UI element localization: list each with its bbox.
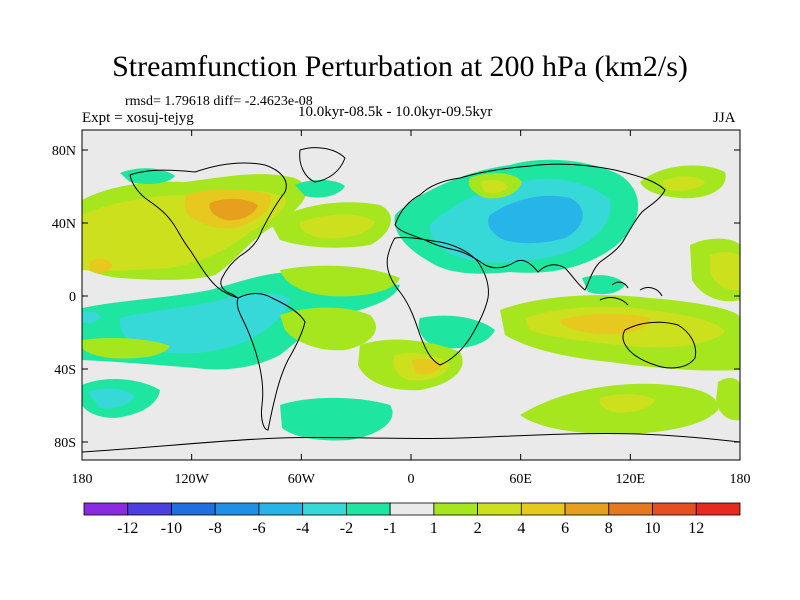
contour-region-positive [716,378,740,421]
colorbar-swatch [389,502,435,516]
colorbar-label: 1 [430,520,438,537]
colorbar-swatch [608,502,653,516]
contour-region-positive [90,258,112,274]
contour-region-positive [280,265,400,297]
colorbar-swatch [171,502,216,516]
colorbar-label: 4 [517,520,525,537]
coastline-africa [386,237,489,366]
colorbar-label: -8 [209,520,222,537]
contour-region-negative [418,315,495,349]
lon-tick-label: 180 [72,472,93,487]
contour-region-positive [209,198,258,221]
colorbar-swatch [564,502,610,516]
colorbar-label: 12 [688,520,704,537]
contour-region-negative [88,388,135,409]
colorbar-label: -1 [383,520,396,537]
colorbar-swatch [652,502,697,516]
chart-title: Streamfunction Perturbation at 200 hPa (… [112,50,688,83]
lat-tick-label: 40S [54,363,76,378]
contour-region-positive [82,338,170,359]
colorbar-label: -2 [340,520,353,537]
contour-region-negative [120,168,175,184]
colorbar-swatch [520,502,566,516]
coastline-maritime-asia [599,281,663,306]
colorbar-swatch [127,502,172,516]
contour-region-negative [480,179,508,194]
experiment-label: Expt = xosuj-tejyg [82,110,194,126]
lon-tick-label: 120E [616,472,646,487]
contour-region-positive [710,252,740,291]
colorbar-label: -6 [252,520,265,537]
lat-tick-label: 0 [69,290,76,305]
contour-region-negative [295,179,345,198]
colorbar-swatch [695,502,741,516]
longitude-ticks: 180 120W 60W 0 60E 120E 180 [72,130,751,487]
lat-tick-label: 40N [52,217,76,232]
lat-tick-label: 80N [52,144,76,159]
colorbar-label: -4 [296,520,309,537]
colorbar-label: -12 [117,520,138,537]
contour-region-positive [299,214,375,239]
colorbar-swatch [83,502,129,516]
contour-region-positive [700,340,740,363]
contour-region-positive [412,358,440,375]
colorbar-swatch [258,502,304,516]
contour-fill-layer [82,159,740,441]
lat-tick-label: 80S [54,436,76,451]
contour-region-positive [280,307,376,351]
contour-region-positive [660,176,705,191]
period-label: 10.0kyr-08.5k - 10.0kyr-09.5kyr [298,104,493,120]
colorbar-swatch [302,502,347,516]
coastline-australia [622,321,697,369]
lon-tick-label: 60W [288,472,316,487]
contour-region-negative [488,195,583,244]
rmsd-diff-stats: rmsd= 1.79618 diff= -2.4623e-08 [125,94,313,109]
contour-region-negative [119,292,290,354]
coastline-europe-asia [394,163,666,291]
contour-region-negative [280,397,393,441]
contour-region-negative [82,311,100,324]
colorbar-swatch [345,502,391,516]
colorbar-label: 6 [561,520,569,537]
lon-tick-label: 180 [730,472,751,487]
colorbar-label: 2 [474,520,482,537]
coastlines [82,147,740,453]
colorbar-label: -10 [161,520,182,537]
contour-region-negative [582,275,625,295]
colorbar-swatch [433,502,479,516]
colorbar-label: 10 [645,520,661,537]
colorbar: -12 -10 -8 -6 -4 -2 -1 1 2 4 6 8 10 12 [83,502,741,537]
lon-tick-label: 0 [408,472,415,487]
lon-tick-label: 60E [509,472,532,487]
colorbar-swatch [477,502,522,516]
latitude-ticks: 80N 40N 0 40S 80S [52,144,740,451]
coastline-greenland [299,147,346,183]
contour-region-positive [599,394,655,413]
colorbar-swatch [214,502,260,516]
season-label: JJA [713,110,736,126]
coastline-north-america [129,162,287,299]
coastline-south-america [236,293,306,431]
colorbar-label: 8 [605,520,613,537]
lon-tick-label: 120W [175,472,210,487]
coastline-antarctica [82,432,740,453]
